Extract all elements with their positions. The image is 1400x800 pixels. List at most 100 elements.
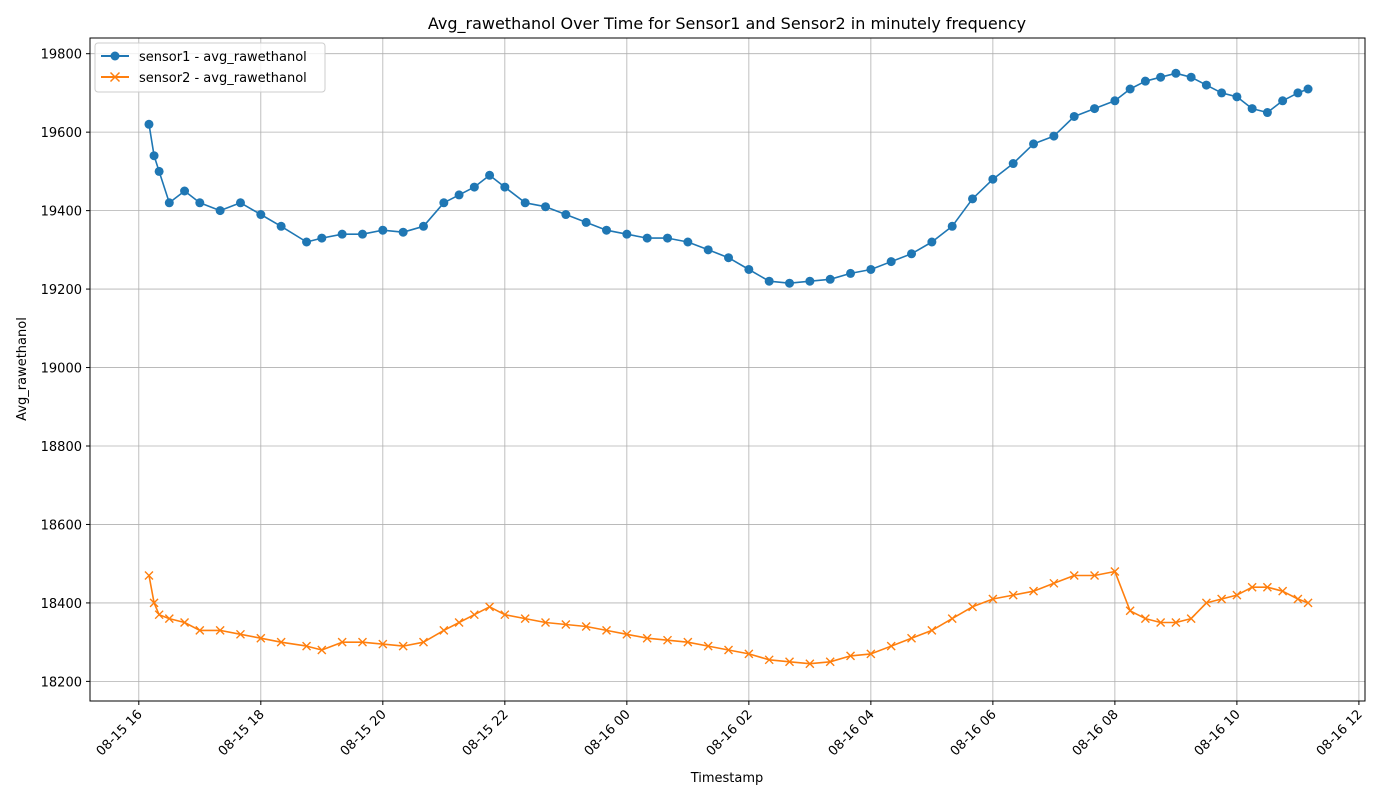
data-point-sensor2-avg-rawethanol — [1217, 594, 1227, 604]
y-tick-label: 19600 — [41, 126, 82, 141]
data-point-sensor2-avg-rawethanol — [846, 651, 856, 661]
data-point-sensor2-avg-rawethanol — [1090, 570, 1100, 580]
data-point-sensor1-avg-rawethanol — [154, 166, 164, 176]
data-point-sensor2-avg-rawethanol — [418, 637, 428, 647]
data-point-sensor1-avg-rawethanol — [968, 194, 978, 204]
data-point-sensor2-avg-rawethanol — [149, 598, 159, 608]
legend-marker-sensor1 — [110, 51, 120, 61]
data-point-sensor1-avg-rawethanol — [149, 151, 159, 161]
data-point-sensor2-avg-rawethanol — [1186, 614, 1196, 624]
data-point-sensor1-avg-rawethanol — [602, 225, 612, 235]
data-point-sensor1-avg-rawethanol — [1125, 84, 1135, 94]
data-point-sensor2-avg-rawethanol — [378, 639, 388, 649]
data-point-sensor2-avg-rawethanol — [581, 621, 591, 631]
data-point-sensor1-avg-rawethanol — [1262, 108, 1272, 118]
data-point-sensor1-avg-rawethanol — [276, 221, 286, 231]
data-point-sensor2-avg-rawethanol — [520, 614, 530, 624]
data-point-sensor1-avg-rawethanol — [1156, 72, 1166, 82]
data-point-sensor1-avg-rawethanol — [337, 229, 347, 239]
data-point-sensor2-avg-rawethanol — [164, 614, 174, 624]
data-point-sensor2-avg-rawethanol — [1049, 578, 1059, 588]
legend-marker-sensor2 — [109, 71, 121, 83]
x-axis-label: Timestamp — [690, 771, 764, 786]
data-point-sensor1-avg-rawethanol — [215, 206, 225, 216]
data-point-sensor1-avg-rawethanol — [1069, 111, 1079, 121]
y-tick-label: 19800 — [41, 48, 82, 63]
data-point-sensor1-avg-rawethanol — [1201, 80, 1211, 90]
data-point-sensor2-avg-rawethanol — [1232, 590, 1242, 600]
data-point-sensor1-avg-rawethanol — [1110, 96, 1120, 106]
data-point-sensor2-avg-rawethanol — [907, 633, 917, 643]
data-point-sensor2-avg-rawethanol — [1293, 594, 1303, 604]
data-point-sensor2-avg-rawethanol — [724, 645, 734, 655]
data-point-sensor2-avg-rawethanol — [195, 625, 205, 635]
data-point-sensor1-avg-rawethanol — [764, 276, 774, 286]
chart-title: Avg_rawethanol Over Time for Sensor1 and… — [428, 14, 1026, 34]
grid — [90, 38, 1365, 701]
data-point-sensor2-avg-rawethanol — [785, 657, 795, 667]
data-point-sensor2-avg-rawethanol — [302, 641, 312, 651]
y-tick-label: 18400 — [41, 597, 82, 612]
data-point-sensor2-avg-rawethanol — [439, 625, 449, 635]
legend-label-sensor1: sensor1 - avg_rawethanol — [139, 50, 307, 65]
data-point-sensor1-avg-rawethanol — [927, 237, 937, 247]
data-point-sensor2-avg-rawethanol — [622, 629, 632, 639]
data-point-sensor2-avg-rawethanol — [469, 610, 479, 620]
data-point-sensor1-avg-rawethanol — [581, 217, 591, 227]
data-point-sensor2-avg-rawethanol — [683, 637, 693, 647]
data-point-sensor1-avg-rawethanol — [744, 264, 754, 274]
data-point-sensor1-avg-rawethanol — [785, 278, 795, 288]
data-point-sensor1-avg-rawethanol — [805, 276, 815, 286]
y-tick-label: 19000 — [41, 362, 82, 377]
data-point-sensor1-avg-rawethanol — [520, 198, 530, 208]
data-point-sensor2-avg-rawethanol — [215, 625, 225, 635]
data-point-sensor1-avg-rawethanol — [947, 221, 957, 231]
data-point-sensor2-avg-rawethanol — [1247, 582, 1257, 592]
data-point-sensor1-avg-rawethanol — [1029, 139, 1039, 149]
data-point-sensor1-avg-rawethanol — [439, 198, 449, 208]
data-point-sensor2-avg-rawethanol — [357, 637, 367, 647]
plot-frame — [89, 37, 1366, 702]
data-point-sensor2-avg-rawethanol — [1262, 582, 1272, 592]
data-point-sensor2-avg-rawethanol — [947, 614, 957, 624]
data-point-sensor1-avg-rawethanol — [357, 229, 367, 239]
data-point-sensor1-avg-rawethanol — [724, 253, 734, 263]
data-point-sensor2-avg-rawethanol — [235, 629, 245, 639]
data-point-sensor2-avg-rawethanol — [1278, 586, 1288, 596]
data-point-sensor2-avg-rawethanol — [256, 633, 266, 643]
data-point-sensor1-avg-rawethanol — [317, 233, 327, 243]
data-point-sensor1-avg-rawethanol — [1293, 88, 1303, 98]
data-point-sensor1-avg-rawethanol — [663, 233, 673, 243]
data-point-sensor1-avg-rawethanol — [164, 198, 174, 208]
y-axis-label: Avg_rawethanol — [15, 317, 30, 421]
data-point-sensor1-avg-rawethanol — [378, 225, 388, 235]
data-point-sensor1-avg-rawethanol — [180, 186, 190, 196]
data-point-sensor2-avg-rawethanol — [454, 618, 464, 628]
data-point-sensor1-avg-rawethanol — [683, 237, 693, 247]
data-point-sensor2-avg-rawethanol — [703, 641, 713, 651]
data-point-sensor2-avg-rawethanol — [276, 637, 286, 647]
data-point-sensor1-avg-rawethanol — [256, 210, 266, 220]
data-point-sensor1-avg-rawethanol — [846, 268, 856, 278]
data-point-sensor1-avg-rawethanol — [1171, 68, 1181, 78]
data-point-sensor2-avg-rawethanol — [602, 625, 612, 635]
data-point-sensor1-avg-rawethanol — [1247, 104, 1257, 114]
data-point-sensor2-avg-rawethanol — [866, 649, 876, 659]
data-point-sensor2-avg-rawethanol — [398, 641, 408, 651]
data-point-sensor1-avg-rawethanol — [1278, 96, 1288, 106]
y-tick-label: 18800 — [41, 440, 82, 455]
data-point-sensor2-avg-rawethanol — [1140, 614, 1150, 624]
data-point-sensor1-avg-rawethanol — [866, 264, 876, 274]
legend: sensor1 - avg_rawethanol sensor2 - avg_r… — [94, 42, 326, 93]
data-point-sensor2-avg-rawethanol — [1201, 598, 1211, 608]
data-point-sensor2-avg-rawethanol — [744, 649, 754, 659]
data-point-sensor1-avg-rawethanol — [541, 202, 551, 212]
y-tick-label: 19200 — [41, 283, 82, 298]
data-point-sensor2-avg-rawethanol — [1008, 590, 1018, 600]
data-point-sensor2-avg-rawethanol — [663, 635, 673, 645]
data-point-sensor1-avg-rawethanol — [144, 119, 154, 129]
data-point-sensor2-avg-rawethanol — [886, 641, 896, 651]
y-tick-label: 18200 — [41, 675, 82, 690]
